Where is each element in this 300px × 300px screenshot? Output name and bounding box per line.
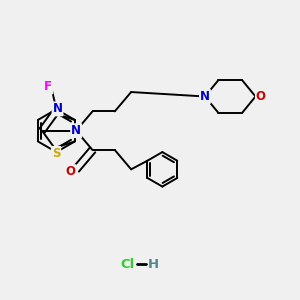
Text: N: N: [200, 90, 210, 103]
Text: N: N: [52, 102, 62, 116]
Text: N: N: [71, 124, 81, 137]
Text: Cl: Cl: [121, 258, 135, 271]
Text: S: S: [52, 147, 60, 160]
Text: O: O: [256, 90, 266, 103]
Text: O: O: [66, 165, 76, 178]
Text: H: H: [147, 258, 158, 271]
Text: F: F: [44, 80, 52, 94]
